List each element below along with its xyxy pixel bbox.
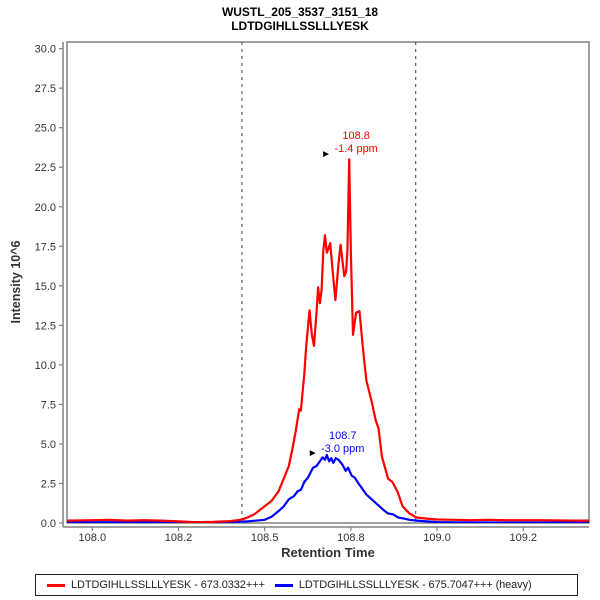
x-tick-label: 108.8 xyxy=(337,532,365,544)
peak-rt-label: 108.8 xyxy=(342,130,370,143)
chromatogram-light-trace xyxy=(67,158,589,523)
y-axis-label: Intensity 10^6 xyxy=(9,240,23,324)
y-tick-label: 25.0 xyxy=(35,123,56,135)
peak-ppm-label: -3.0 ppm xyxy=(321,442,365,455)
y-tick-label: 27.5 xyxy=(35,83,56,95)
legend: LDTDGIHLLSSLLLYESK - 673.0332+++ LDTDGIH… xyxy=(35,574,578,596)
peak-ppm-label: -1.4 ppm xyxy=(334,142,378,155)
peak-annotation-heavy-text: 108.7 -3.0 ppm xyxy=(293,430,393,455)
chart-title: WUSTL_205_3537_3151_18 LDTDGIHLLSSLLLYES… xyxy=(0,5,600,33)
x-axis-label: Retention Time xyxy=(281,545,375,560)
y-tick-label: 15.0 xyxy=(35,281,56,293)
y-tick-label: 20.0 xyxy=(35,202,56,214)
y-tick-label: 30.0 xyxy=(35,44,56,56)
x-tick-label: 108.0 xyxy=(79,532,107,544)
legend-swatch-heavy xyxy=(274,583,293,587)
y-tick-label: 12.5 xyxy=(35,320,56,332)
x-tick-label: 108.2 xyxy=(165,532,193,544)
legend-swatch-light xyxy=(47,583,65,587)
y-tick-label: 7.5 xyxy=(41,399,56,411)
chart-title-line2: LDTDGIHLLSSLLLYESK xyxy=(231,19,369,33)
x-tick-label: 109.2 xyxy=(510,532,538,544)
chart-title-line1: WUSTL_205_3537_3151_18 xyxy=(221,5,379,19)
y-tick-label: 22.5 xyxy=(35,162,56,174)
x-tick-label: 109.0 xyxy=(423,532,451,544)
x-tick-label: 108.5 xyxy=(251,532,279,544)
peak-annotation-light-text: 108.8 -1.4 ppm xyxy=(306,130,406,155)
y-tick-label: 0.0 xyxy=(41,518,56,530)
peak-arrow-icon: ► xyxy=(321,149,332,161)
plot-area[interactable] xyxy=(66,41,590,524)
peak-arrow-icon: ► xyxy=(307,448,318,459)
legend-label-light: LDTDGIHLLSSLLLYESK - 673.0332+++ xyxy=(71,579,265,591)
y-tick-label: 17.5 xyxy=(35,241,56,253)
chromatogram-heavy-trace xyxy=(67,453,589,523)
y-tick-label: 5.0 xyxy=(41,439,56,451)
peak-rt-label: 108.7 xyxy=(328,430,357,442)
legend-label-heavy: LDTDGIHLLSSLLLYESK - 675.7047+++ (heavy) xyxy=(298,579,532,591)
y-tick-label: 10.0 xyxy=(35,360,56,372)
y-tick-label: 2.5 xyxy=(41,478,56,490)
